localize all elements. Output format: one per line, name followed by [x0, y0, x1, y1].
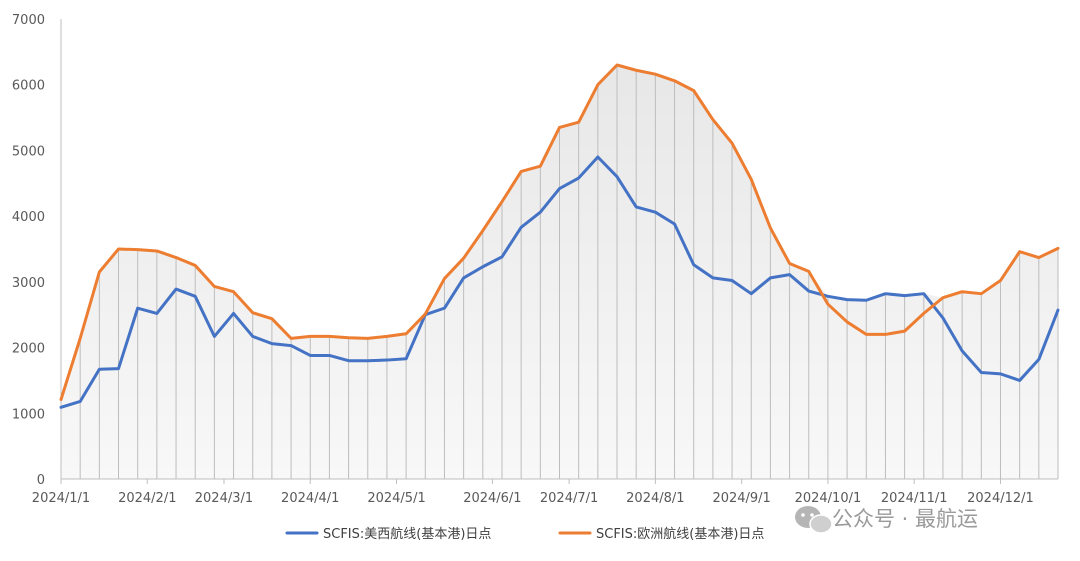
series-line-europe — [59, 63, 1060, 401]
legend: SCFIS:美西航线(基本港)日点 SCFIS:欧洲航线(基本港)日点 — [285, 526, 764, 542]
wechat-icon-bubble-small — [809, 514, 833, 534]
y-tick-label: 1000 — [12, 407, 45, 422]
series-line-us-west — [59, 155, 1060, 409]
x-tick-label: 2024/7/1 — [540, 491, 598, 506]
x-tick-label: 2024/2/1 — [118, 491, 176, 506]
x-tick-label: 2024/9/1 — [712, 491, 770, 506]
watermark: 公众号 · 最航运 — [795, 506, 978, 534]
y-tick-label: 7000 — [12, 13, 45, 28]
y-tick-label: 4000 — [12, 210, 45, 225]
y-tick-label: 5000 — [12, 144, 45, 159]
x-tick-label: 2024/4/1 — [281, 491, 339, 506]
drop-lines-layer — [60, 65, 1059, 479]
y-tick-label: 0 — [37, 473, 45, 488]
watermark-text: 公众号 · 最航运 — [832, 507, 978, 531]
x-tick-label: 2024/10/1 — [795, 491, 862, 506]
series-layer — [59, 63, 1060, 409]
x-tick-label: 2024/8/1 — [626, 491, 684, 506]
x-tick-label: 2024/6/1 — [463, 491, 521, 506]
legend-item-europe-label: SCFIS:欧洲航线(基本港)日点 — [596, 526, 764, 542]
legend-item-us-west-label: SCFIS:美西航线(基本港)日点 — [323, 526, 491, 542]
wechat-icon — [795, 506, 833, 534]
x-tick-label: 2024/1/1 — [32, 491, 90, 506]
axes-layer: 0 1000 2000 3000 4000 5000 6000 7000 2024/1/1 202… — [12, 13, 1058, 506]
x-tick-label: 2024/3/1 — [195, 491, 253, 506]
x-tick-label: 2024/5/1 — [367, 491, 425, 506]
x-tick-label: 2024/12/1 — [967, 491, 1034, 506]
wechat-icon-eye — [810, 513, 814, 517]
y-tick-label: 2000 — [12, 342, 45, 357]
wechat-icon-eye — [801, 513, 805, 517]
x-tick-label: 2024/11/1 — [881, 491, 948, 506]
y-tick-label: 3000 — [12, 276, 45, 291]
y-tick-label: 6000 — [12, 79, 45, 94]
